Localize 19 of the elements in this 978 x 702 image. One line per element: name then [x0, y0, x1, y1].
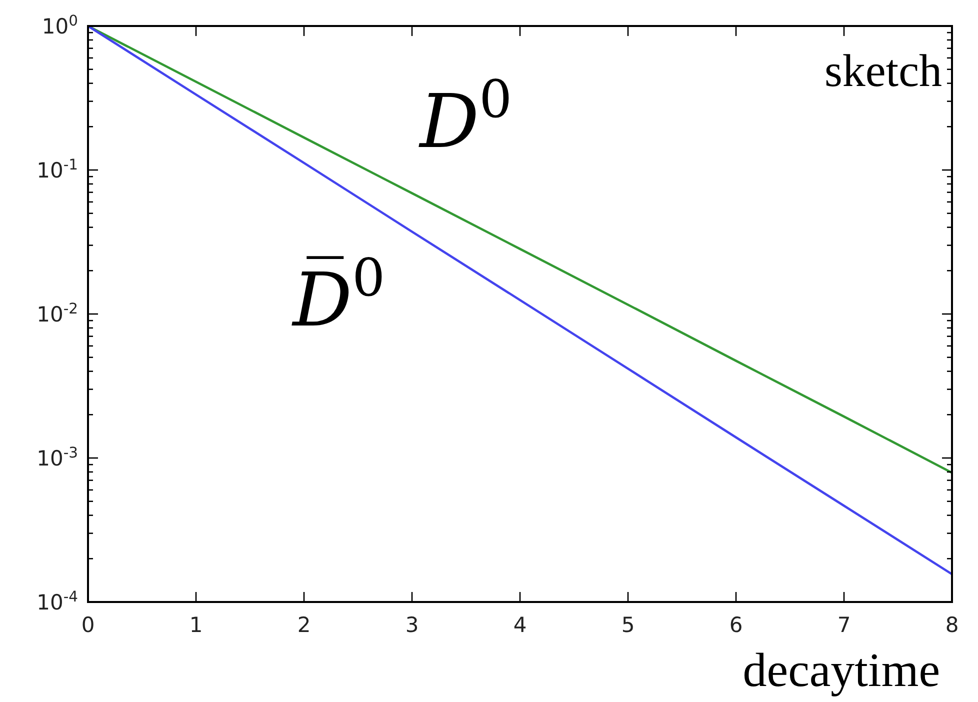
x-tick-label: 2 — [297, 613, 311, 637]
series-label: D$^{0}$ — [418, 70, 512, 165]
x-tick-label: 6 — [729, 613, 743, 637]
x-tick-label: 0 — [81, 613, 95, 637]
x-tick-label: 7 — [837, 613, 851, 637]
line-series — [88, 26, 952, 576]
x-tick-label: 8 — [945, 613, 959, 637]
x-tick-label: 5 — [621, 613, 635, 637]
y-tick-label: 10$^{-3}$ — [36, 444, 78, 470]
y-tick-label: 10$^{-2}$ — [36, 300, 78, 326]
y-tick-label: 10$^{0}$ — [42, 12, 78, 38]
x-axis-title: decaytime — [742, 644, 940, 697]
y-tick-label: 10$^{-4}$ — [36, 588, 78, 614]
x-tick-label: 4 — [513, 613, 527, 637]
x-tick-label: 3 — [405, 613, 419, 637]
annotation: sketch — [824, 45, 942, 96]
x-tick-label: 1 — [189, 613, 203, 637]
y-tick-label: 10$^{-1}$ — [36, 156, 78, 182]
series-label: D̅$^{0}$ — [290, 248, 386, 344]
